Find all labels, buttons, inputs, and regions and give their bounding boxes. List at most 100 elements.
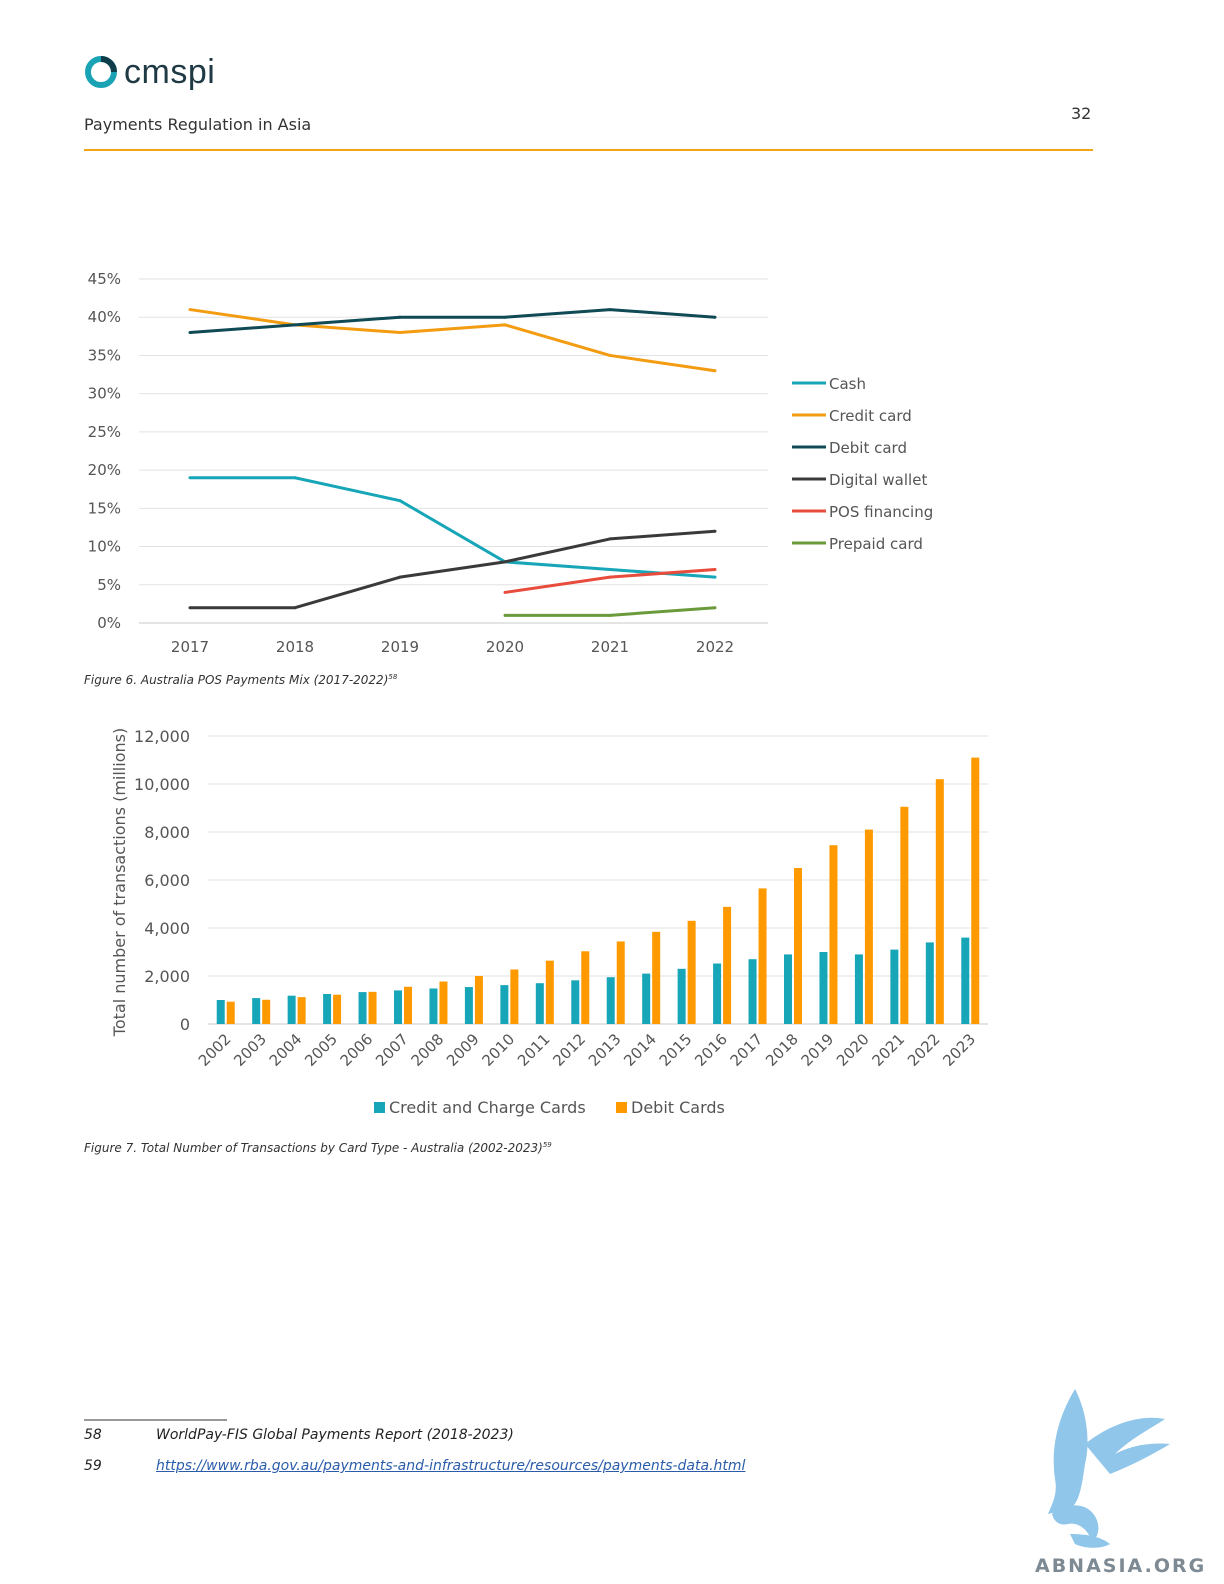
bar xyxy=(794,868,802,1024)
bar xyxy=(784,954,792,1024)
bar xyxy=(333,994,342,1024)
footnote-number: 59 xyxy=(84,1458,102,1474)
cmspi-logo-icon xyxy=(85,56,117,88)
data-point xyxy=(188,331,192,335)
bar xyxy=(394,990,402,1024)
footnote-text: WorldPay-FIS Global Payments Report (201… xyxy=(156,1427,514,1443)
page-number: 32 xyxy=(1071,104,1092,123)
bar xyxy=(900,806,909,1024)
bar xyxy=(510,969,519,1024)
x-tick-label: 2010 xyxy=(478,1030,518,1070)
data-point xyxy=(398,575,402,579)
footnote-number: 58 xyxy=(84,1427,102,1443)
bar xyxy=(616,941,625,1024)
x-tick-label: 2009 xyxy=(443,1030,483,1070)
figure-6-caption: Figure 6. Australia POS Payments Mix (20… xyxy=(84,673,397,687)
data-point xyxy=(293,606,297,610)
bar xyxy=(961,937,970,1024)
data-point xyxy=(398,315,402,319)
x-tick-label: 2020 xyxy=(833,1030,873,1070)
bar xyxy=(713,963,722,1024)
y-axis-label: Total number of transactions (millions) xyxy=(110,728,129,1037)
legend-swatch xyxy=(616,1102,627,1113)
header-divider xyxy=(84,149,1093,151)
bar xyxy=(429,988,438,1024)
x-tick-label: 2003 xyxy=(230,1030,270,1070)
series-line xyxy=(189,308,716,373)
y-tick-label: 40% xyxy=(88,308,121,326)
bar xyxy=(687,920,696,1024)
bar xyxy=(748,959,757,1024)
bar xyxy=(829,845,838,1024)
bar xyxy=(500,985,509,1024)
x-tick-label: 2019 xyxy=(798,1030,838,1070)
x-tick-label: 2016 xyxy=(691,1030,731,1070)
y-tick-label: 10,000 xyxy=(134,775,190,794)
bar xyxy=(464,987,473,1024)
x-tick-label: 2022 xyxy=(904,1030,944,1070)
y-tick-label: 2,000 xyxy=(144,967,190,986)
legend-label: Debit Cards xyxy=(631,1098,725,1117)
card-transactions-chart: 0 2,000 4,000 6,000 8,000 10,000 12,000 Total n… xyxy=(110,727,988,1117)
footnote-59: 59 https://www.rba.gov.au/payments-and-in… xyxy=(84,1458,745,1474)
bar xyxy=(652,931,661,1024)
y-tick-label: 25% xyxy=(88,423,121,441)
data-point xyxy=(503,613,507,617)
griffin-icon xyxy=(1048,1389,1170,1548)
figure-7-caption: Figure 7. Total Number of Transactions b… xyxy=(84,1141,552,1155)
y-tick-label: 45% xyxy=(88,270,121,288)
legend-label: Credit card xyxy=(829,407,912,425)
bar xyxy=(535,983,544,1024)
data-point xyxy=(713,575,717,579)
x-tick-label: 2011 xyxy=(514,1030,554,1070)
rba-payments-data-link[interactable]: https://www.rba.gov.au/payments-and-infr… xyxy=(156,1458,746,1474)
bar xyxy=(474,976,483,1024)
pos-payments-mix-chart: 0% 5% 10% 15% 20% 25% 30% 35% 40% 45% 2017 2018 2019… xyxy=(88,270,934,656)
bar xyxy=(545,960,554,1024)
data-point xyxy=(398,331,402,335)
figure-6-caption-text: Figure 6. Australia POS Payments Mix (20… xyxy=(84,673,389,687)
x-tick-label: 2015 xyxy=(656,1030,696,1070)
data-point xyxy=(188,606,192,610)
bar xyxy=(606,977,615,1024)
y-tick-label: 6,000 xyxy=(144,871,190,890)
x-tick-label: 2017 xyxy=(171,638,209,656)
data-point xyxy=(503,323,507,327)
x-tick-label: 2007 xyxy=(372,1030,412,1070)
x-tick-label: 2004 xyxy=(266,1030,306,1070)
data-point xyxy=(608,353,612,357)
x-tick-label: 2005 xyxy=(301,1030,341,1070)
x-tick-label: 2008 xyxy=(408,1030,448,1070)
bar xyxy=(323,994,332,1024)
y-tick-label: 0% xyxy=(97,614,121,632)
watermark-text: ABNASIA.ORG xyxy=(1035,1555,1206,1577)
data-point xyxy=(503,315,507,319)
bar xyxy=(864,829,873,1024)
bar xyxy=(971,757,980,1024)
x-tick-label: 2013 xyxy=(585,1030,625,1070)
y-tick-label: 4,000 xyxy=(144,919,190,938)
legend-label: Digital wallet xyxy=(829,471,927,489)
bar xyxy=(358,992,367,1024)
bar xyxy=(819,952,828,1024)
data-point xyxy=(188,308,192,312)
bar xyxy=(758,888,767,1024)
bar xyxy=(723,906,732,1024)
bar xyxy=(925,942,934,1024)
cmspi-logo: cmspi xyxy=(84,52,215,92)
bar xyxy=(287,995,296,1024)
bar xyxy=(368,991,377,1024)
x-tick-label: 2018 xyxy=(762,1030,802,1070)
data-point xyxy=(608,575,612,579)
bar xyxy=(262,999,271,1024)
legend-label: Debit card xyxy=(829,439,907,457)
bar xyxy=(226,1001,235,1024)
data-point xyxy=(188,476,192,480)
data-point xyxy=(608,613,612,617)
legend-swatch xyxy=(374,1102,385,1113)
figure-6-footnote-ref: 58 xyxy=(388,673,398,681)
y-tick-label: 20% xyxy=(88,461,121,479)
x-tick-label: 2017 xyxy=(727,1030,767,1070)
abnasia-watermark: ABNASIA.ORG xyxy=(1035,1389,1206,1577)
y-tick-label: 5% xyxy=(97,576,121,594)
